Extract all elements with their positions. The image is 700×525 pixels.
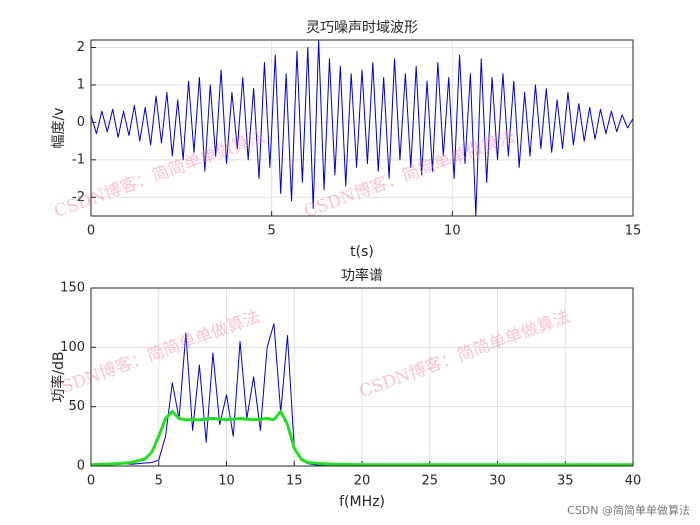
x-tick-label: 15 xyxy=(625,224,642,239)
x-tick-label: 35 xyxy=(557,474,574,489)
data-line xyxy=(91,409,633,466)
y-tick-label: 2 xyxy=(77,40,85,55)
footer: CSDN @简简单单做算法 xyxy=(567,503,690,517)
x-tick-label: 5 xyxy=(155,474,163,489)
x-axis-label: f(MHz) xyxy=(339,494,385,510)
x-tick-label: 25 xyxy=(421,474,438,489)
x-tick-label: 5 xyxy=(268,224,276,239)
y-tick-label: 100 xyxy=(60,340,85,355)
y-tick-label: 50 xyxy=(68,399,85,414)
data-line xyxy=(91,40,633,216)
axes-frame xyxy=(90,287,634,467)
x-tick-label: 10 xyxy=(444,224,461,239)
x-tick-label: 0 xyxy=(87,224,95,239)
y-axis-label: 幅度/v xyxy=(51,107,67,148)
x-tick-label: 20 xyxy=(354,474,371,489)
x-tick-label: 15 xyxy=(286,474,303,489)
plot-lines xyxy=(91,40,633,216)
x-tick-label: 0 xyxy=(87,474,95,489)
chart-title: 灵巧噪声时域波形 xyxy=(306,20,418,36)
y-tick-label: 1 xyxy=(77,77,85,92)
x-tick-label: 30 xyxy=(489,474,506,489)
y-tick-label: -2 xyxy=(72,190,85,205)
x-tick-label: 10 xyxy=(218,474,235,489)
y-tick-label: 150 xyxy=(60,281,85,296)
y-tick-label: -1 xyxy=(72,152,85,167)
chart-title: 功率谱 xyxy=(341,267,383,284)
y-tick-label: 0 xyxy=(77,115,85,130)
plot-lines xyxy=(91,323,633,466)
axes-frame xyxy=(90,39,634,217)
y-axis-label: 功率/dB xyxy=(50,351,67,402)
y-tick-label: 0 xyxy=(77,459,85,474)
x-axis-label: t(s) xyxy=(350,244,374,260)
x-tick-label: 40 xyxy=(625,474,642,489)
